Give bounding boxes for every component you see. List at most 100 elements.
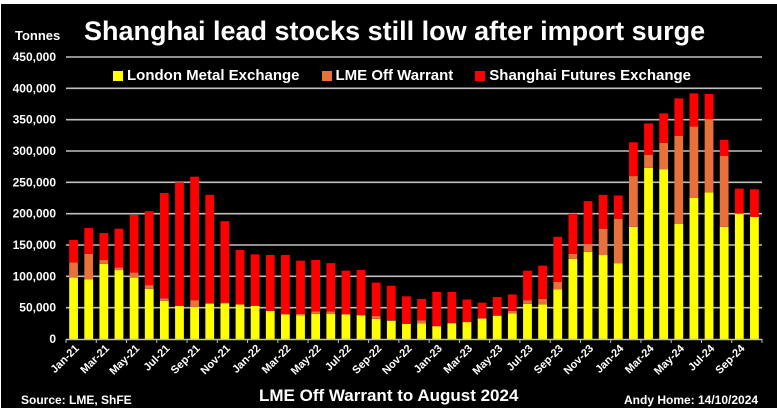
bar-segment-lme bbox=[462, 322, 472, 339]
bar-segment-lme bbox=[296, 315, 305, 339]
x-tick-label: Mar-22 bbox=[260, 343, 294, 377]
x-tick-label: Jan-24 bbox=[593, 342, 627, 376]
bar-segment-shfe bbox=[84, 228, 94, 254]
bar-segment-lme bbox=[235, 304, 245, 339]
bar-segment-shfe bbox=[750, 189, 759, 217]
bar-stack bbox=[674, 98, 684, 339]
bar-segment-shfe bbox=[629, 142, 638, 177]
bar-stack bbox=[386, 285, 396, 339]
bar-segment-shfe bbox=[144, 211, 154, 286]
bar-segment-lme-off-warrant bbox=[492, 315, 502, 316]
bar-segment-lme-off-warrant bbox=[674, 135, 684, 224]
bar-segment-shfe bbox=[402, 296, 411, 324]
bar-segment-shfe bbox=[69, 239, 78, 263]
bar-segment-shfe bbox=[159, 192, 169, 299]
bar-segment-lme bbox=[371, 318, 381, 339]
bar-segment-lme-off-warrant bbox=[114, 267, 124, 271]
bar-segment-shfe bbox=[175, 182, 184, 306]
bar-segment-shfe bbox=[704, 93, 714, 120]
bar-segment-lme bbox=[144, 288, 154, 339]
bar-segment-shfe bbox=[492, 297, 502, 316]
bar-segment-lme-off-warrant bbox=[704, 119, 714, 193]
bar-segment-shfe bbox=[99, 233, 109, 261]
bar-stack bbox=[447, 292, 457, 339]
bar-stack bbox=[598, 194, 608, 339]
bar-stack bbox=[220, 221, 230, 339]
bar-segment-lme bbox=[432, 326, 442, 339]
bar-segment-lme bbox=[250, 305, 260, 339]
bar-segment-shfe bbox=[507, 294, 517, 311]
bar-segment-shfe bbox=[235, 250, 245, 305]
bar-stack bbox=[750, 189, 759, 339]
bar-stack bbox=[175, 182, 184, 339]
bar-segment-lme-off-warrant bbox=[159, 298, 169, 301]
bar-segment-lme-off-warrant bbox=[341, 313, 351, 315]
bar-segment-shfe bbox=[386, 285, 396, 321]
bar-segment-lme bbox=[523, 303, 532, 339]
bar-segment-lme-off-warrant bbox=[538, 298, 547, 305]
bar-segment-lme bbox=[750, 216, 759, 339]
x-axis bbox=[65, 338, 763, 343]
bar-stack bbox=[159, 192, 169, 339]
bar-segment-lme bbox=[159, 300, 169, 339]
bar-segment-lme-off-warrant bbox=[84, 253, 94, 280]
bar-segment-lme-off-warrant bbox=[689, 126, 699, 198]
bar-segment-lme-off-warrant bbox=[583, 243, 593, 252]
bar-segment-lme-off-warrant bbox=[326, 311, 336, 314]
x-tick-label: May-22 bbox=[289, 343, 324, 378]
bar-stack bbox=[492, 297, 502, 339]
bar-segment-shfe bbox=[674, 98, 684, 136]
bar-segment-lme bbox=[553, 289, 563, 339]
bar-stack bbox=[568, 213, 578, 339]
bar-segment-lme-off-warrant bbox=[144, 285, 154, 289]
bar-stack bbox=[250, 254, 260, 339]
bar-stack bbox=[553, 236, 563, 339]
x-tick-label: Jul-21 bbox=[142, 343, 173, 374]
bar-segment-lme bbox=[507, 313, 517, 339]
bar-stack bbox=[583, 201, 593, 339]
x-tick-label: Jul-23 bbox=[505, 343, 536, 374]
bar-segment-shfe bbox=[644, 123, 653, 155]
y-tick-label: 200,000 bbox=[13, 207, 57, 221]
x-tick-label: May-24 bbox=[652, 342, 687, 377]
chart-plot: 0 50,000 100,000 150,000 200,000 250,000 300,0… bbox=[13, 50, 763, 377]
y-tick-label: 350,000 bbox=[13, 113, 57, 127]
x-tick-label: Jan-21 bbox=[49, 343, 82, 376]
bar-segment-shfe bbox=[220, 221, 230, 303]
bar-segment-shfe bbox=[477, 302, 487, 318]
bar-segment-shfe bbox=[447, 292, 457, 323]
bar-stack bbox=[371, 282, 381, 339]
bar-segment-shfe bbox=[250, 254, 260, 306]
bar-stack bbox=[341, 270, 351, 339]
bar-segment-lme bbox=[402, 323, 411, 339]
bar-segment-lme-off-warrant bbox=[553, 281, 563, 290]
bar-segment-lme-off-warrant bbox=[523, 300, 532, 304]
bar-segment-lme-off-warrant bbox=[311, 311, 321, 314]
bar-segment-lme bbox=[84, 279, 94, 339]
author-credit: Andy Home: 14/10/2024 bbox=[624, 393, 759, 407]
bar-segment-shfe bbox=[538, 265, 547, 299]
source-note: Source: LME, ShFE bbox=[21, 393, 132, 407]
y-tick-label: 250,000 bbox=[13, 175, 57, 189]
bar-stack bbox=[99, 233, 109, 339]
legend-label-shfe: Shanghai Futures Exchange bbox=[489, 67, 692, 84]
bar-stack bbox=[205, 194, 215, 339]
bar-stack bbox=[719, 139, 729, 339]
bar-stack bbox=[523, 270, 532, 339]
bar-stack bbox=[311, 260, 321, 339]
bar-stack bbox=[265, 255, 275, 339]
bar-segment-shfe bbox=[356, 270, 366, 316]
bar-segment-shfe bbox=[553, 236, 563, 282]
legend-swatch-lme bbox=[113, 70, 123, 81]
bar-segment-lme bbox=[613, 263, 623, 339]
bar-segment-lme-off-warrant bbox=[417, 320, 426, 324]
bar-stack bbox=[507, 294, 517, 339]
bar-segment-shfe bbox=[719, 139, 729, 157]
bar-stack bbox=[281, 255, 290, 339]
bar-segment-shfe bbox=[568, 213, 578, 254]
bar-segment-lme bbox=[644, 167, 653, 339]
bar-stack bbox=[144, 211, 154, 339]
bar-stack bbox=[689, 93, 699, 339]
bar-stack bbox=[538, 265, 547, 339]
